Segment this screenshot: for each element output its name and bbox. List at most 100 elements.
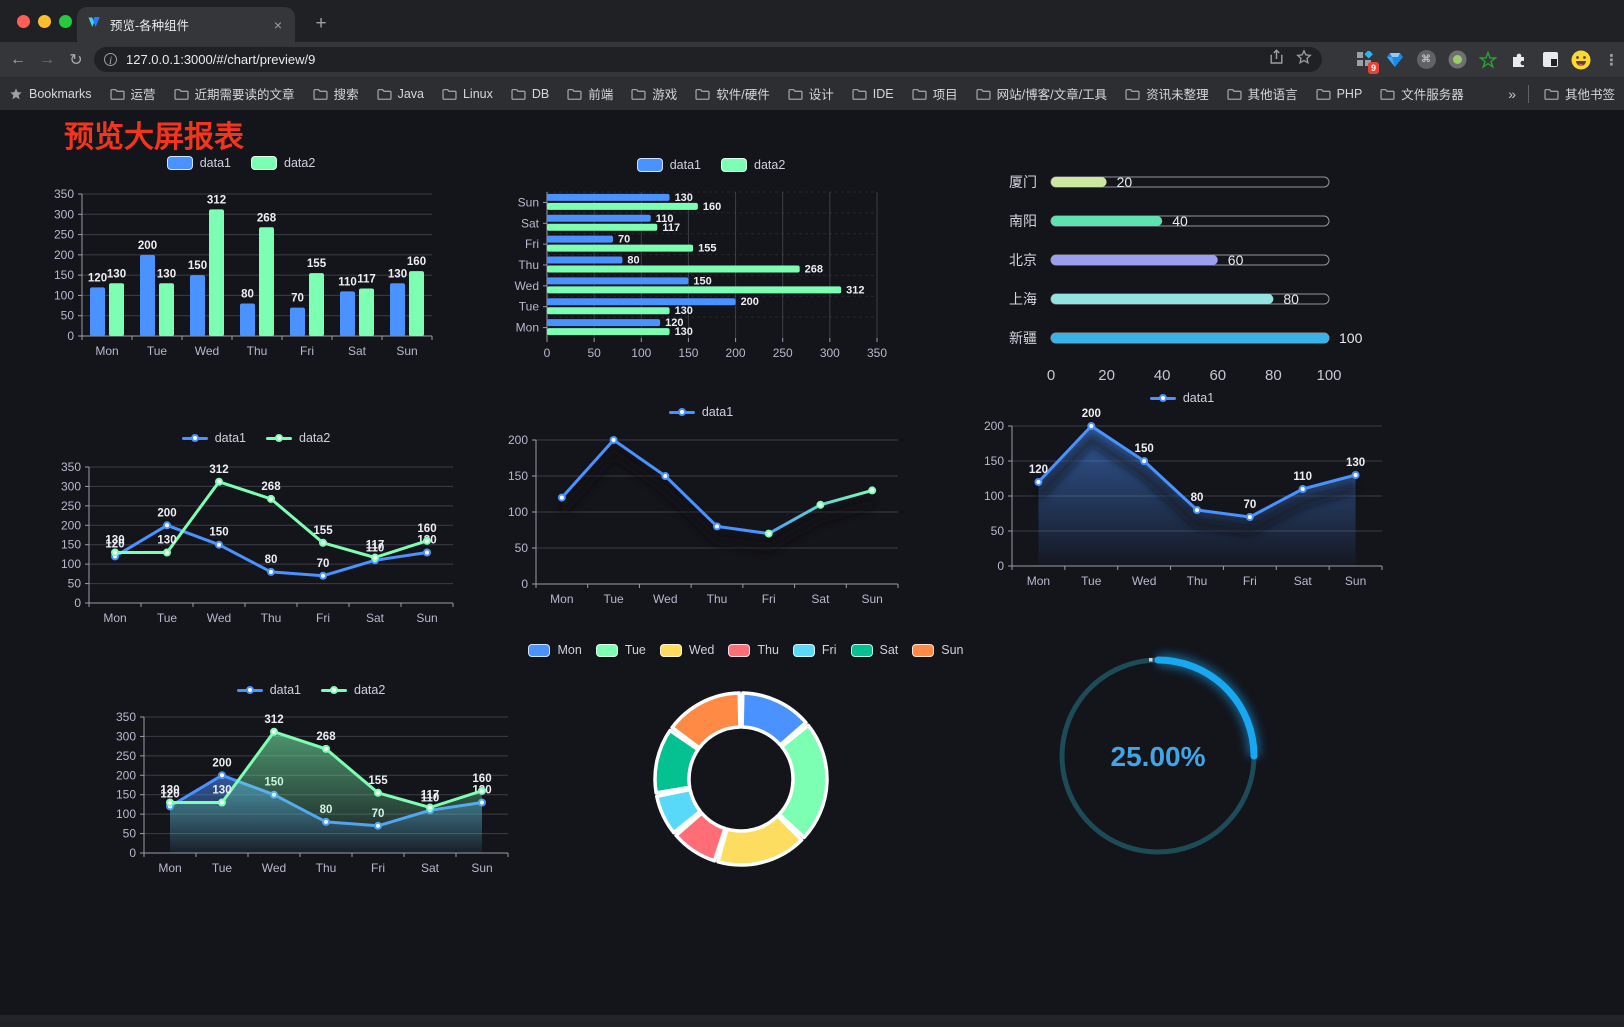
- bookmark-item[interactable]: 其他语言: [1218, 84, 1307, 103]
- bookmark-star-icon[interactable]: [1296, 49, 1312, 70]
- sidebar-extension-icon[interactable]: [1539, 49, 1561, 71]
- svg-text:新疆: 新疆: [1009, 330, 1037, 346]
- legend-label: Sat: [879, 643, 899, 657]
- other-bookmarks-label: 其他书签: [1564, 88, 1615, 102]
- bookmark-item[interactable]: 设计: [779, 84, 843, 103]
- puzzle-extension-icon[interactable]: [1508, 49, 1530, 71]
- browser-tab[interactable]: 预览-各种组件 ×: [77, 7, 295, 42]
- new-tab-button[interactable]: +: [315, 13, 327, 34]
- bookmark-item[interactable]: 游戏: [622, 84, 686, 103]
- svg-text:70: 70: [1243, 499, 1256, 511]
- svg-text:117: 117: [357, 274, 376, 286]
- gauge-value: 25.00%: [1111, 741, 1206, 772]
- legend-item-Wed[interactable]: Wed: [659, 643, 714, 657]
- forward-button[interactable]: →: [39, 50, 55, 68]
- apps-grid-extension-icon[interactable]: 9: [1353, 49, 1379, 74]
- svg-text:117: 117: [366, 540, 385, 552]
- svg-text:130: 130: [157, 268, 176, 280]
- record-circle-extension-icon[interactable]: [1446, 49, 1468, 71]
- legend-item-data2[interactable]: data2: [266, 431, 330, 445]
- share-icon[interactable]: [1269, 49, 1284, 70]
- green-star-extension-icon[interactable]: [1477, 49, 1499, 71]
- svg-text:250: 250: [773, 346, 793, 360]
- bookmarks-root-item[interactable]: Bookmarks: [0, 87, 101, 101]
- legend-item-data1[interactable]: data1: [668, 405, 733, 419]
- reload-button[interactable]: ↻: [69, 51, 83, 69]
- svg-text:Fri: Fri: [525, 237, 539, 251]
- svg-text:117: 117: [662, 222, 680, 234]
- legend-item-data2[interactable]: data2: [321, 683, 385, 697]
- legend-item-data2[interactable]: data2: [251, 156, 315, 170]
- legend-item-data1[interactable]: data1: [636, 158, 701, 172]
- legend-item-data1[interactable]: data1: [236, 683, 301, 697]
- legend-item-data1[interactable]: data1: [1149, 391, 1214, 405]
- svg-text:0: 0: [544, 346, 551, 360]
- other-bookmarks-item[interactable]: 其他书签: [1535, 84, 1624, 103]
- svg-text:Mon: Mon: [95, 344, 118, 358]
- svg-text:50: 50: [587, 346, 601, 360]
- bookmark-item[interactable]: PHP: [1307, 87, 1372, 101]
- bookmark-item[interactable]: 搜索: [304, 84, 368, 103]
- url-text[interactable]: 127.0.0.1:3000/#/chart/preview/9: [126, 52, 316, 67]
- svg-text:300: 300: [61, 479, 81, 493]
- bookmark-item[interactable]: 项目: [903, 84, 967, 103]
- window-close-button[interactable]: [17, 15, 30, 28]
- legend-marker: [321, 686, 347, 694]
- bookmark-item[interactable]: 软件/硬件: [686, 84, 778, 103]
- area-line-chart: data1 0 50 100 150 200 Mon Tue Wed Thu Fri Sat Sun 12…: [968, 386, 1396, 598]
- svg-text:312: 312: [207, 194, 226, 206]
- svg-text:150: 150: [209, 527, 228, 539]
- menu-kebab-icon[interactable]: ⋮: [1604, 51, 1619, 69]
- bookmark-item[interactable]: Linux: [433, 87, 502, 101]
- bookmark-label: 近期需要读的文章: [194, 88, 295, 102]
- extensions-area: 9 ⌘: [1353, 42, 1619, 77]
- tab-close-icon[interactable]: ×: [273, 16, 282, 33]
- svg-text:Wed: Wed: [1132, 574, 1156, 588]
- bookmark-item[interactable]: IDE: [843, 87, 903, 101]
- svg-text:Sat: Sat: [521, 216, 540, 230]
- legend-swatch: [728, 643, 751, 657]
- window-minimize-button[interactable]: [38, 15, 51, 28]
- legend-marker: [266, 434, 292, 442]
- bookmark-item[interactable]: DB: [502, 87, 558, 101]
- chart-legend: data1: [490, 405, 912, 419]
- command-circle-extension-icon[interactable]: ⌘: [1415, 49, 1437, 71]
- legend-item-data2[interactable]: data2: [721, 158, 785, 172]
- bookmarks-overflow-chevron[interactable]: »: [1508, 85, 1516, 102]
- page-info-icon[interactable]: i: [104, 53, 117, 66]
- tab-title: 预览-各种组件: [110, 19, 190, 33]
- legend-item-data1[interactable]: data1: [166, 156, 231, 170]
- legend-item-Sun[interactable]: Sun: [912, 643, 964, 657]
- legend-item-data1[interactable]: data1: [181, 431, 246, 445]
- svg-text:厦门: 厦门: [1009, 174, 1037, 190]
- legend-marker: [236, 686, 263, 694]
- svg-text:110: 110: [656, 213, 674, 225]
- legend-item-Thu[interactable]: Thu: [728, 643, 779, 657]
- bookmark-item[interactable]: 资讯未整理: [1116, 84, 1218, 103]
- legend-item-Tue[interactable]: Tue: [595, 643, 646, 657]
- bookmark-item[interactable]: 网站/博客/文章/工具: [967, 84, 1116, 103]
- chart-canvas: [653, 691, 829, 867]
- bookmark-item[interactable]: 文件服务器: [1371, 84, 1473, 103]
- legend-item-Mon[interactable]: Mon: [528, 643, 582, 657]
- svg-text:200: 200: [984, 419, 1004, 433]
- emoji-extension-icon[interactable]: [1570, 49, 1592, 71]
- address-bar[interactable]: i 127.0.0.1:3000/#/chart/preview/9: [94, 47, 1322, 72]
- svg-text:0: 0: [1047, 367, 1055, 384]
- svg-text:Thu: Thu: [247, 344, 268, 358]
- gem-extension-icon[interactable]: [1384, 49, 1406, 71]
- bookmark-item[interactable]: Java: [368, 87, 433, 101]
- gradient-line-chart: data1 0 50 100 150 200 Mon Tue Wed Thu Fri Sat Sun: [490, 398, 912, 612]
- back-button[interactable]: ←: [10, 50, 26, 68]
- legend-swatch: [850, 643, 873, 657]
- svg-text:155: 155: [313, 525, 333, 537]
- bookmark-item[interactable]: 前端: [558, 84, 622, 103]
- legend-item-Fri[interactable]: Fri: [792, 643, 837, 657]
- svg-text:50: 50: [991, 524, 1005, 538]
- legend-item-Sat[interactable]: Sat: [850, 643, 899, 657]
- svg-text:Thu: Thu: [1187, 574, 1208, 588]
- bookmark-item[interactable]: 运营: [101, 84, 165, 103]
- window-zoom-button[interactable]: [59, 15, 72, 28]
- bookmarks-root-label: Bookmarks: [29, 86, 92, 101]
- bookmark-item[interactable]: 近期需要读的文章: [165, 84, 304, 103]
